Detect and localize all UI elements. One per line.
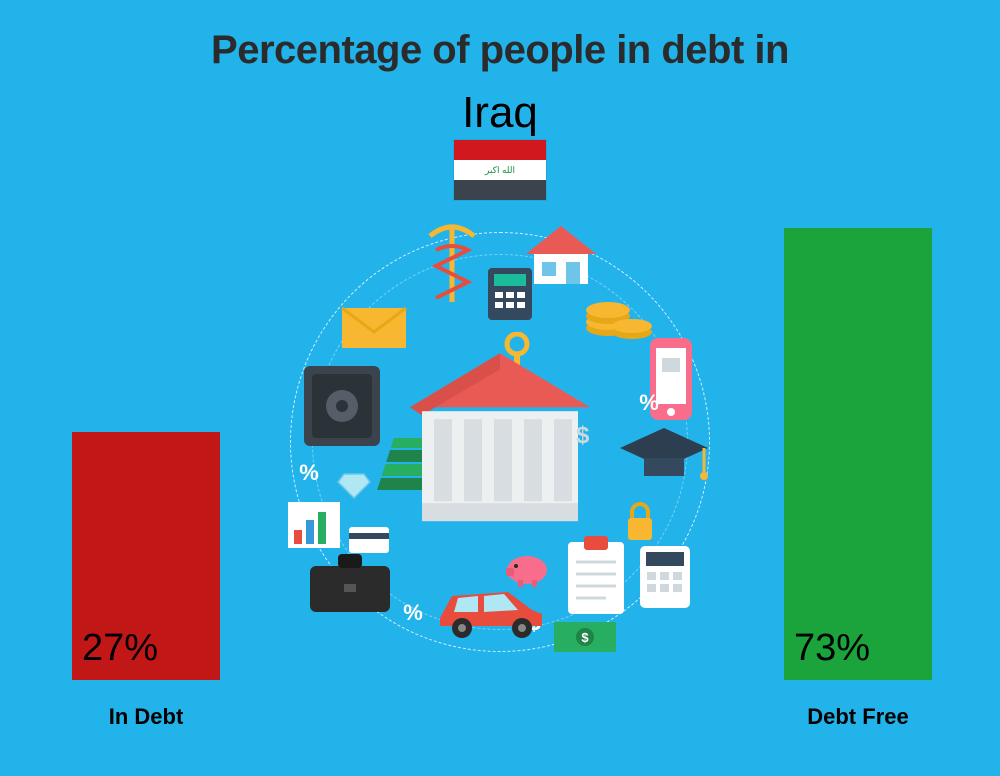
bar-rect: 73% (784, 228, 932, 680)
clipboard-icon (562, 534, 630, 618)
briefcase-icon (304, 550, 396, 616)
coins-icon (582, 274, 656, 344)
page-title: Percentage of people in debt in (0, 28, 1000, 73)
percent-icon: % (634, 388, 664, 418)
caduceus-icon (426, 224, 478, 308)
diamond-icon (336, 470, 372, 500)
bar-chart-icon (286, 500, 342, 550)
svg-text:$: $ (581, 630, 589, 645)
flag-stripe-top (454, 140, 546, 160)
finance-illustration: $ % % % $ (290, 232, 710, 652)
bar-label: Debt Free (784, 704, 932, 730)
bar-debt-free: 73% (784, 228, 932, 680)
gradcap-icon (616, 424, 712, 486)
flag-stripe-bottom (454, 180, 546, 200)
bar-label: In Debt (72, 704, 220, 730)
flag-stripe-middle: الله اكبر (454, 160, 546, 180)
percent-icon: % (398, 598, 428, 628)
bank-icon: $ (390, 343, 610, 533)
calculator-icon (486, 266, 534, 322)
bar-value: 73% (794, 627, 870, 670)
iraq-flag: الله اكبر (454, 140, 546, 200)
credit-card-icon (348, 526, 390, 554)
svg-text:$: $ (576, 422, 590, 449)
bar-rect: 27% (72, 432, 220, 680)
percent-icon: % (294, 458, 324, 488)
country-name: Iraq (0, 88, 1000, 138)
bar-value: 27% (82, 627, 158, 670)
dollar-bill-icon: $ (552, 618, 618, 656)
flag-script: الله اكبر (454, 160, 546, 180)
calculator-white-icon (638, 544, 692, 610)
car-icon (428, 578, 550, 644)
bar-in-debt: 27% (72, 432, 220, 680)
